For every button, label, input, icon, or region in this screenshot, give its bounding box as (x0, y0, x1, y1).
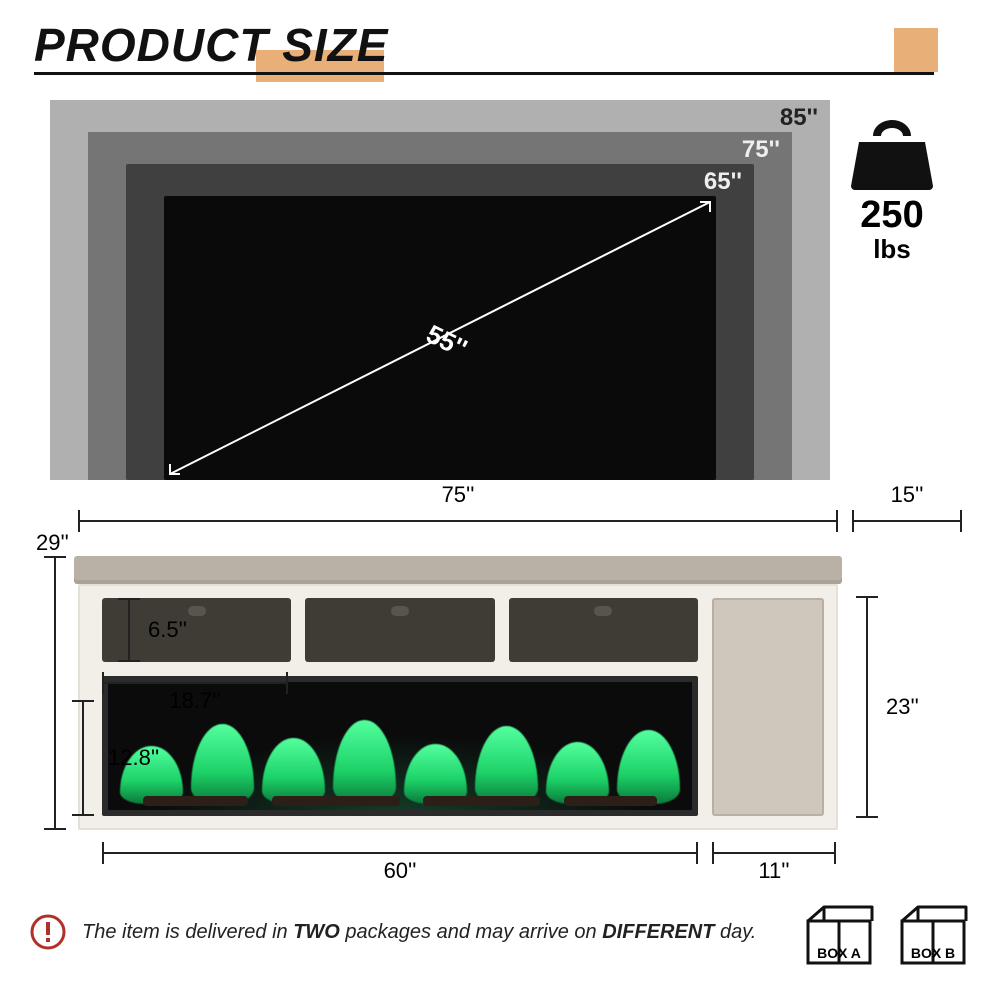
title-underline (34, 72, 934, 75)
box-a-icon: BOX A (802, 903, 876, 961)
shelf-3 (509, 598, 698, 662)
dim-fireplace-height: 12.8'' (68, 700, 98, 816)
alert-icon (30, 914, 70, 950)
shelf-2 (305, 598, 494, 662)
kettlebell-icon (849, 120, 935, 190)
box-b-icon: BOX B (896, 903, 970, 961)
footer-strong-2: DIFFERENT (602, 921, 714, 943)
tv-85-label: 85'' (780, 104, 818, 132)
dim-top-depth-label: 15'' (852, 482, 962, 508)
dim-shelf-height-label: 6.5'' (148, 617, 187, 643)
accent-square (894, 28, 938, 72)
dim-total-height: 29'' (40, 556, 70, 830)
footer-post: day. (714, 921, 756, 943)
dim-shelf-width: 18.7'' (102, 668, 288, 698)
tv-65-label: 65'' (704, 168, 742, 196)
footer-mid: packages and may arrive on (340, 921, 602, 943)
footer-strong-1: TWO (293, 921, 340, 943)
dim-side-depth: 11'' (712, 838, 836, 868)
tv-size-stack: 85'' 75'' 65'' 55'' (50, 100, 830, 480)
dim-top-width: 75'' (78, 506, 838, 536)
tv-stand-top (74, 556, 842, 584)
dim-top-width-label: 75'' (78, 482, 838, 508)
dim-side-height: 23'' (852, 596, 882, 818)
weight-badge: 250 lbs (832, 120, 952, 265)
dim-fireplace-width: 60'' (102, 838, 698, 868)
dim-side-height-label: 23'' (886, 694, 919, 720)
package-boxes: BOX A BOX B (802, 903, 970, 961)
dim-side-depth-label: 11'' (712, 858, 836, 884)
dim-shelf-height: 6.5'' (114, 598, 144, 662)
side-cabinet (712, 598, 824, 816)
header: PRODUCT SIZE (34, 18, 966, 72)
dim-shelf-width-label: 18.7'' (102, 688, 288, 714)
dim-total-height-label: 29'' (36, 530, 69, 556)
tv-75-label: 75'' (742, 136, 780, 164)
weight-unit: lbs (832, 234, 952, 265)
page-title: PRODUCT SIZE (34, 18, 966, 72)
box-b-label: BOX B (896, 945, 970, 961)
dim-fireplace-width-label: 60'' (102, 858, 698, 884)
footer: The item is delivered in TWO packages an… (30, 886, 970, 978)
dim-fireplace-height-label: 12.8'' (108, 745, 159, 771)
shelf-row (102, 598, 698, 662)
box-a-label: BOX A (802, 945, 876, 961)
dim-top-depth: 15'' (852, 506, 962, 536)
footer-pre: The item is delivered in (82, 921, 293, 943)
weight-value: 250 (832, 196, 952, 234)
footer-text: The item is delivered in TWO packages an… (82, 921, 802, 944)
